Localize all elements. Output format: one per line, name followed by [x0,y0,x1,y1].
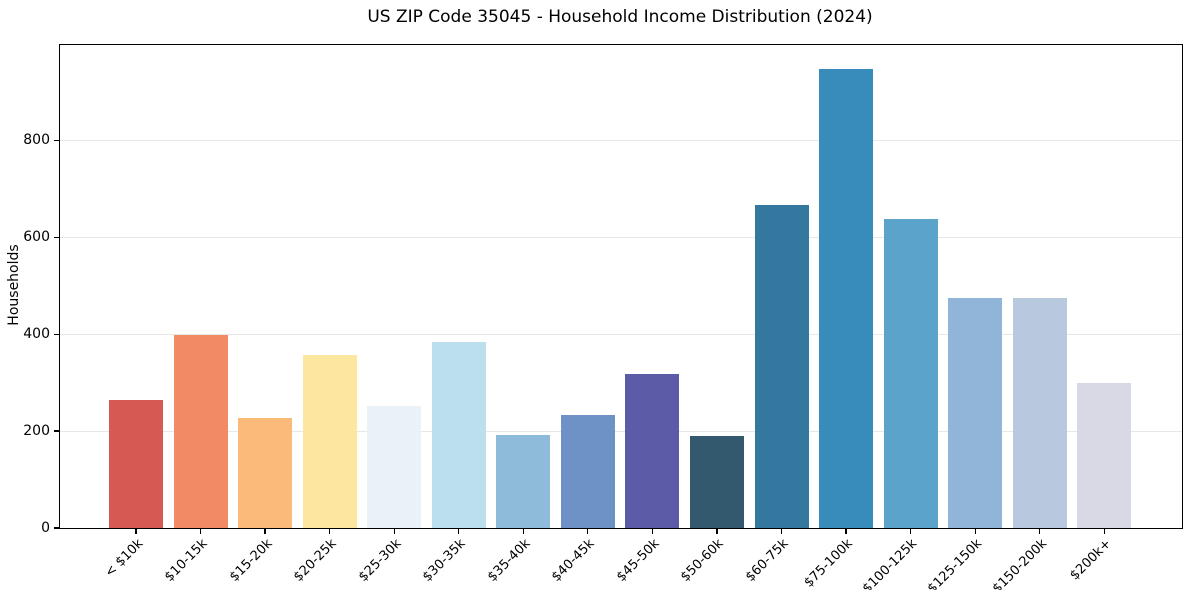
x-tick-label: $25-30k [355,536,405,585]
y-tick-label: 0 [41,520,50,536]
y-tick-label: 800 [23,132,50,149]
bar-$125-150k [948,297,1003,528]
x-axis-tick [651,528,654,534]
bar-$10-15k [173,335,228,528]
x-axis-tick [716,528,718,534]
x-tick-label: $15-20k [226,536,276,585]
bar-$30-35k [431,341,486,528]
x-tick-label: < $10k [101,536,146,581]
bar-$200k+ [1077,382,1132,528]
x-tick-label: $20-25k [291,536,340,585]
gridline [60,139,1182,141]
bar-$60-75k [754,204,809,528]
bar-$25-30k [367,405,422,528]
x-axis-tick [199,528,202,534]
x-axis-tick [845,528,847,534]
x-tick-label: $35-40k [484,536,534,585]
x-axis-tick [329,528,331,534]
gridline [60,236,1182,238]
x-axis-tick [974,528,976,534]
y-axis-tick [54,527,60,529]
bar-< $10k [109,399,163,528]
x-axis-tick [458,528,460,534]
x-tick-label: $150-200k [989,536,1050,590]
x-tick-label: $30-35k [420,536,469,585]
x-tick-label: $60-75k [742,536,792,585]
bar-$20-25k [302,355,357,528]
x-tick-label: $200k+ [1067,536,1115,584]
x-axis-tick [264,528,266,534]
bar-$150-200k [1012,297,1067,528]
x-axis-tick [522,528,524,534]
x-tick-label: $50-60k [678,536,727,585]
bar-$15-20k [238,417,293,528]
bar-$35-40k [496,434,551,528]
bar-$40-45k [560,414,615,528]
y-tick-label: 200 [23,423,50,440]
x-tick-label: $40-45k [549,536,598,585]
x-axis-tick [393,528,395,534]
x-tick-label: $125-150k [924,536,986,590]
bar-$50-60k [689,436,744,528]
x-tick-label: $100-125k [860,536,921,590]
x-axis-tick [587,528,589,534]
y-axis-label: Households [6,244,22,326]
chart-title: US ZIP Code 35045 - Household Income Dis… [367,7,873,27]
y-tick-label: 600 [23,229,50,246]
bar-$75-100k [819,68,874,528]
x-tick-label: $75-100k [801,536,856,590]
y-axis-tick [54,139,60,142]
gridline [60,333,1182,335]
x-axis-tick [780,528,783,534]
bar-$100-125k [883,218,938,528]
x-axis-tick [909,528,912,534]
plot-area: 0 200 400 600 800 < $10k $10-15k $15-20k $20-25k… [23,44,1183,590]
y-axis-tick [54,236,60,238]
gridline [60,430,1182,432]
y-axis-tick [54,430,60,432]
x-tick-label: $10-15k [161,536,211,585]
bar-$45-50k [625,373,680,528]
y-axis-tick [54,333,60,335]
x-tick-label: $45-50k [613,536,663,585]
y-tick-label: 400 [23,326,50,343]
x-axis-tick [135,528,137,534]
x-axis-tick [1103,528,1105,534]
x-axis-tick [1039,528,1041,534]
